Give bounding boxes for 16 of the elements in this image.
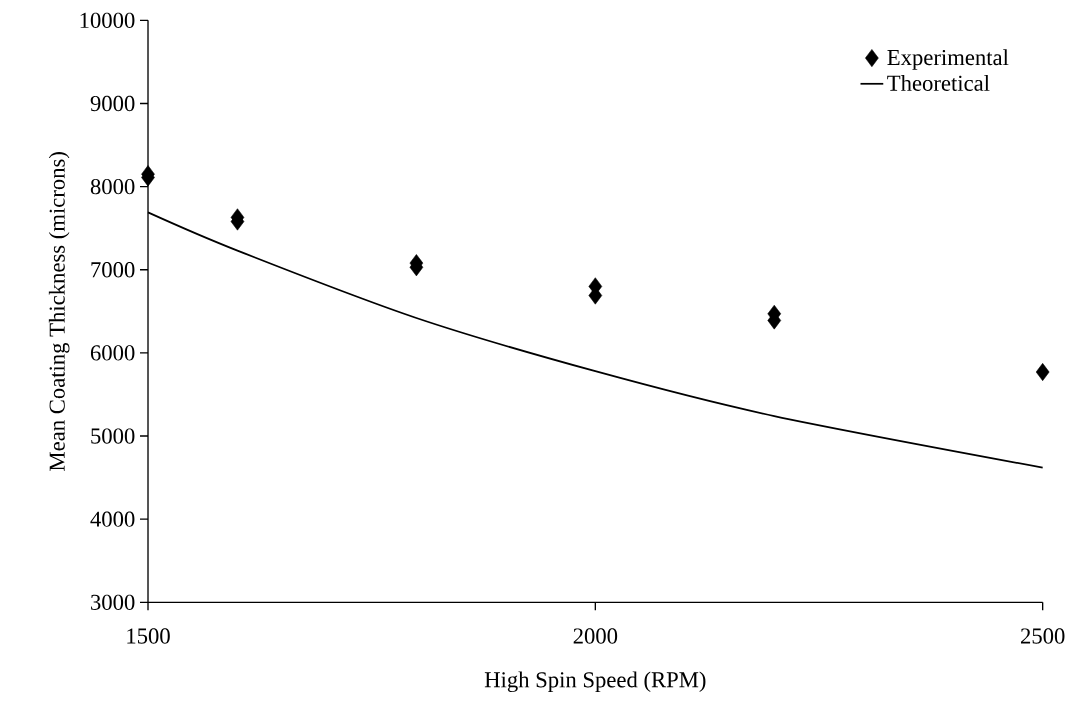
y-tick-label: 4000 (90, 511, 135, 527)
y-tick-label: 8000 (90, 178, 135, 195)
y-tick-label: 3000 (91, 594, 135, 610)
y-tick-label: 6000 (90, 345, 135, 361)
x-tick-label: 2500 (1021, 628, 1065, 644)
x-axis-title: High Spin Speed (RPM) (484, 671, 706, 693)
y-tick-label: 9000 (90, 95, 135, 112)
x-tick-label: 2000 (573, 628, 618, 644)
legend-label: Theoretical (887, 74, 990, 91)
y-tick-label: 7000 (91, 262, 135, 278)
y-tick-label: 5000 (91, 428, 135, 444)
x-tick-label: 1500 (127, 628, 170, 644)
legend-label: Experimental (887, 49, 1009, 70)
point (1035, 363, 1050, 381)
y-axis-title: Mean Coating Thickness (microns) (48, 152, 70, 471)
y-tick-label: 10000 (80, 12, 135, 28)
